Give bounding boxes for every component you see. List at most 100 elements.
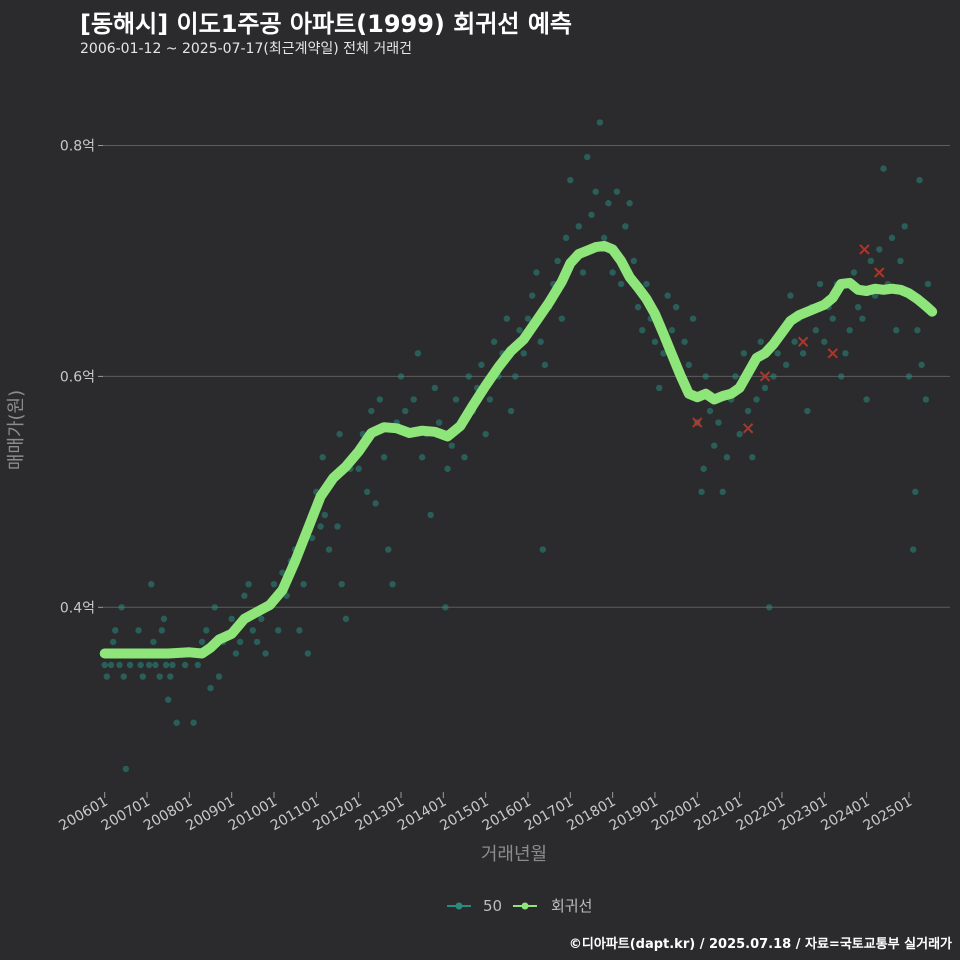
data-point-15 <box>139 673 146 680</box>
data-point-45 <box>249 627 257 634</box>
data-point-161 <box>719 488 726 496</box>
data-point-166 <box>740 350 748 357</box>
data-point-134 <box>609 269 616 276</box>
data-point-14 <box>137 661 144 669</box>
data-point-124 <box>567 176 574 184</box>
data-point-43 <box>241 592 248 599</box>
data-point-181 <box>804 407 811 415</box>
data-point-168 <box>749 454 756 461</box>
data-point-203 <box>897 257 904 265</box>
data-point-196 <box>867 257 875 265</box>
data-point-78 <box>380 454 388 461</box>
data-point-21 <box>156 673 163 680</box>
data-point-110 <box>512 373 519 380</box>
data-point-167 <box>744 407 752 415</box>
data-point-10 <box>122 765 130 773</box>
data-point-108 <box>503 315 511 322</box>
data-point-194 <box>859 315 866 322</box>
data-point-113 <box>524 315 532 322</box>
data-point-109 <box>507 407 515 415</box>
outlier-markers <box>692 244 885 434</box>
data-point-22 <box>158 627 166 634</box>
data-point-162 <box>723 454 731 461</box>
data-point-135 <box>613 188 621 195</box>
data-point-185 <box>821 338 828 345</box>
data-point-34 <box>198 638 206 646</box>
outlier-marker-5 <box>859 244 870 255</box>
data-point-44 <box>245 580 252 588</box>
data-point-202 <box>893 327 900 334</box>
data-point-4 <box>109 638 117 646</box>
data-point-89 <box>427 511 434 519</box>
data-point-40 <box>228 615 235 623</box>
data-point-115 <box>533 269 540 276</box>
data-point-206 <box>909 546 917 553</box>
data-point-201 <box>888 234 896 242</box>
data-point-28 <box>173 719 180 726</box>
data-point-171 <box>761 384 769 392</box>
data-point-140 <box>634 303 642 311</box>
data-point-117 <box>539 546 546 553</box>
data-point-93 <box>442 604 449 611</box>
data-point-112 <box>520 350 527 357</box>
data-point-133 <box>605 200 612 207</box>
data-point-85 <box>410 396 417 403</box>
data-point-211 <box>922 396 930 403</box>
y-tick-label-1: 0.6억 <box>60 369 95 385</box>
data-point-187 <box>829 315 836 322</box>
data-point-147 <box>664 292 671 299</box>
data-point-205 <box>905 373 913 380</box>
data-point-11 <box>126 661 134 669</box>
data-point-129 <box>588 211 595 218</box>
data-point-180 <box>799 350 807 357</box>
data-point-164 <box>732 373 739 380</box>
data-point-104 <box>486 396 494 403</box>
grid-lines <box>103 144 950 608</box>
data-point-25 <box>164 696 172 703</box>
outlier-marker-0 <box>692 417 703 428</box>
data-point-99 <box>465 373 472 380</box>
chart-title: [동해시] 이도1주공 아파트(1999) 회귀선 예측 <box>80 10 572 38</box>
data-point-20 <box>152 661 159 669</box>
data-point-207 <box>912 488 919 496</box>
data-point-126 <box>575 223 582 230</box>
outlier-marker-6 <box>874 267 885 278</box>
data-point-3 <box>107 661 115 669</box>
data-point-69 <box>342 615 350 623</box>
data-point-195 <box>863 396 870 403</box>
data-point-102 <box>478 361 485 369</box>
data-point-38 <box>215 673 223 680</box>
data-point-59 <box>308 534 316 542</box>
data-point-27 <box>169 661 176 669</box>
data-point-210 <box>918 361 925 369</box>
data-point-139 <box>630 257 638 265</box>
data-point-165 <box>736 430 743 438</box>
data-point-87 <box>418 454 426 461</box>
data-point-121 <box>554 257 561 265</box>
data-point-208 <box>914 327 921 334</box>
data-point-80 <box>389 580 396 588</box>
data-point-169 <box>753 396 760 403</box>
data-point-172 <box>766 604 773 611</box>
data-point-159 <box>711 442 718 449</box>
data-point-94 <box>444 465 451 472</box>
data-point-178 <box>791 338 798 345</box>
data-point-9 <box>120 673 127 680</box>
data-point-24 <box>162 661 170 669</box>
outlier-marker-2 <box>759 371 771 382</box>
outlier-marker-4 <box>827 348 838 359</box>
data-point-8 <box>118 604 125 611</box>
x-tick-label-19: 202501 <box>861 794 915 835</box>
data-point-142 <box>643 280 650 288</box>
data-point-160 <box>715 419 722 426</box>
outlier-marker-1 <box>742 423 754 434</box>
data-point-0 <box>101 661 108 669</box>
data-point-17 <box>145 661 153 669</box>
legend-label-regression: 회귀선 <box>551 897 592 915</box>
data-point-190 <box>842 350 849 357</box>
data-point-146 <box>660 350 667 357</box>
data-point-176 <box>782 361 790 369</box>
data-point-114 <box>529 292 536 299</box>
y-tick-label-2: 0.8억 <box>60 138 95 154</box>
data-point-130 <box>592 188 599 195</box>
